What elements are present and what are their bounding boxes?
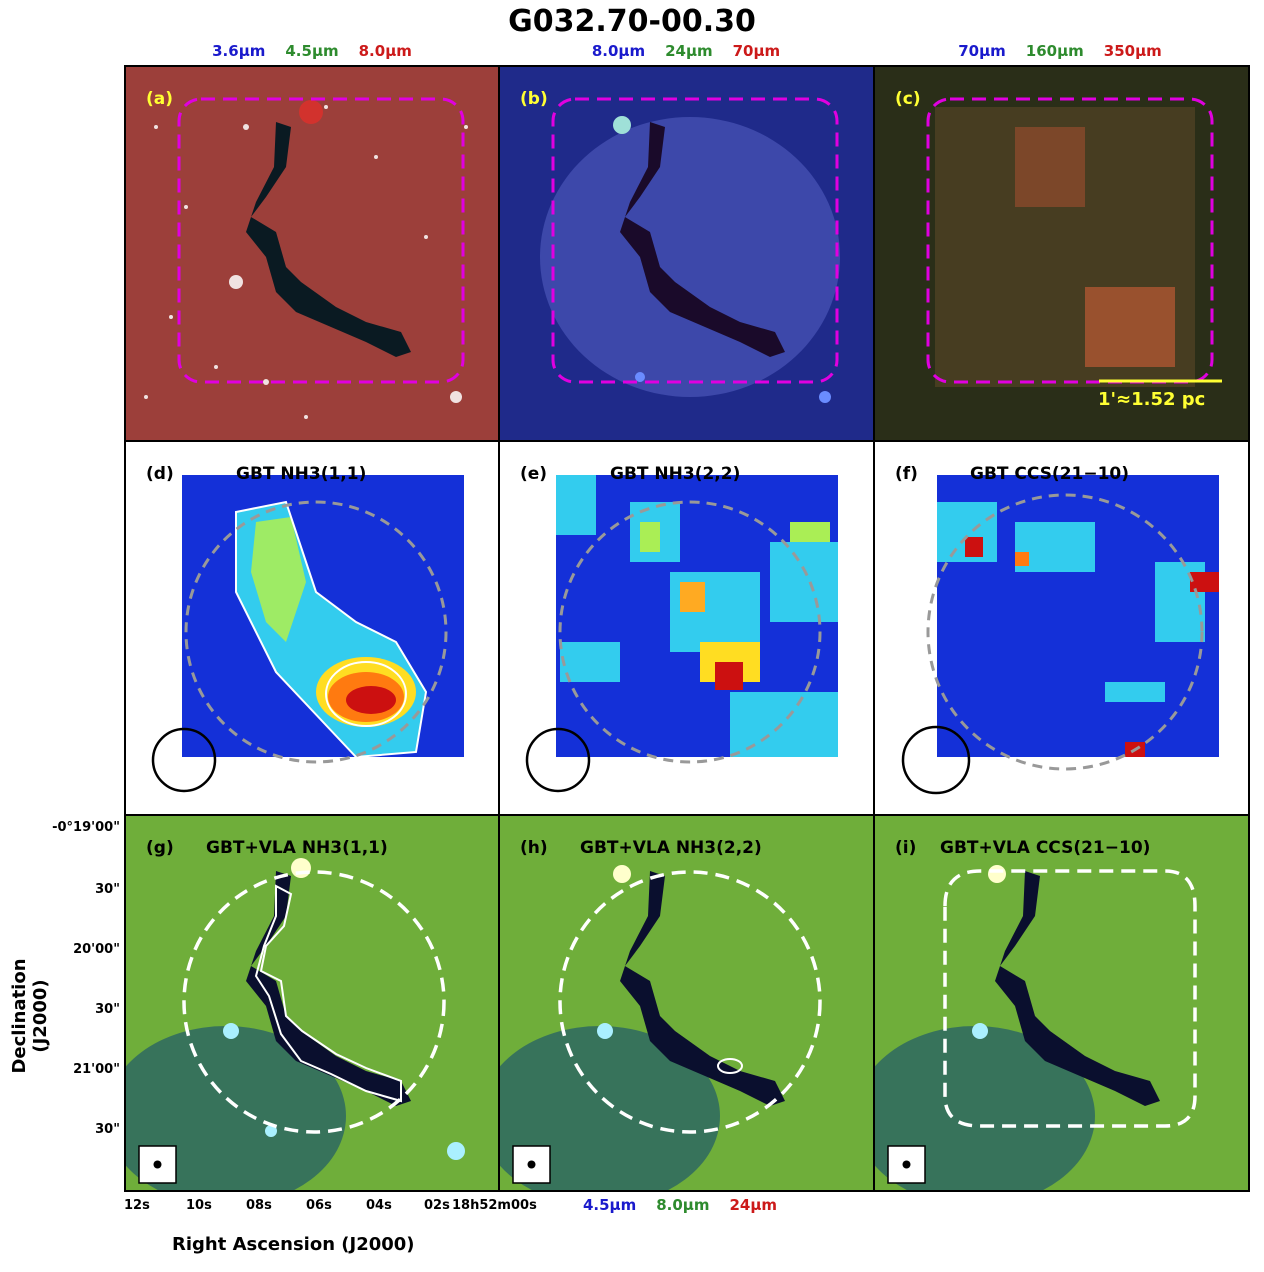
panel-label: (d) — [146, 464, 174, 484]
band-labels-c: 70μm 160μm 350μm — [873, 42, 1247, 62]
band-label: 3.6μm — [212, 42, 266, 60]
panel-label: (i) — [895, 838, 917, 858]
ra-tick: 04s — [366, 1198, 392, 1213]
panel-g-image — [126, 816, 498, 1190]
panel-h: (h) GBT+VLA NH3(2,2) — [498, 814, 875, 1192]
band-label: 160μm — [1025, 42, 1084, 60]
dec-tick: 20'00" — [73, 942, 120, 957]
panel-label: (a) — [146, 89, 174, 109]
panel-e-map — [525, 475, 838, 793]
ra-tick: 06s — [306, 1198, 332, 1213]
band-label: 24μm — [729, 1196, 778, 1214]
band-label: 8.0μm — [358, 42, 412, 60]
panel-b: (b) — [498, 65, 875, 442]
dec-tick: -0°19'00" — [52, 820, 120, 835]
ra-tick: 02s — [424, 1198, 450, 1213]
molecule-label: GBT NH3(1,1) — [236, 464, 367, 484]
ra-tick: 18h52m00s — [452, 1198, 537, 1213]
band-label: 4.5μm — [582, 1196, 637, 1214]
panel-label: (e) — [520, 464, 548, 484]
dec-tick: 30" — [95, 1122, 120, 1137]
band-label: 70μm — [958, 42, 1006, 60]
band-label: 350μm — [1103, 42, 1162, 60]
panel-i-image — [875, 816, 1248, 1190]
band-label: 8.0μm — [591, 42, 646, 60]
x-axis-label: Right Ascension (J2000) — [172, 1234, 415, 1255]
panel-d-map — [151, 475, 464, 793]
panel-label: (b) — [520, 89, 548, 109]
band-labels-a: 3.6μm 4.5μm 8.0μm — [125, 42, 499, 62]
ra-tick: 08s — [246, 1198, 272, 1213]
panel-label: (f) — [895, 464, 918, 484]
panel-i: (i) GBT+VLA CCS(21−10) — [873, 814, 1250, 1192]
dec-tick: 30" — [95, 1002, 120, 1017]
panel-g: (g) GBT+VLA NH3(1,1) — [124, 814, 500, 1192]
panel-b-image — [500, 67, 873, 440]
panel-label: (g) — [146, 838, 174, 858]
panel-a-image — [126, 67, 498, 440]
panel-c: (c) 1'≈1.52 pc — [873, 65, 1250, 442]
molecule-label: GBT CCS(21−10) — [970, 464, 1130, 484]
band-labels-bottom: 4.5μm 8.0μm 24μm — [560, 1196, 800, 1216]
panel-e: (e) GBT NH3(2,2) — [498, 440, 875, 816]
molecule-label: GBT NH3(2,2) — [610, 464, 741, 484]
scale-bar-label: 1'≈1.52 pc — [1098, 389, 1206, 410]
panel-a: (a) — [124, 65, 500, 442]
panel-label: (c) — [895, 89, 921, 109]
panel-c-image — [875, 67, 1248, 440]
molecule-label: GBT+VLA CCS(21−10) — [940, 838, 1151, 858]
y-axis-label: Declination (J2000) — [9, 958, 51, 1074]
ra-tick: 12s — [124, 1198, 150, 1213]
band-label: 24μm — [665, 42, 713, 60]
figure-title: G032.70-00.30 — [508, 4, 756, 39]
band-label: 8.0μm — [656, 1196, 710, 1214]
molecule-label: GBT+VLA NH3(2,2) — [580, 838, 762, 858]
band-label: 70μm — [732, 42, 781, 60]
band-labels-b: 8.0μm 24μm 70μm — [499, 42, 873, 62]
molecule-label: GBT+VLA NH3(1,1) — [206, 838, 388, 858]
dec-tick: 21'00" — [73, 1062, 120, 1077]
dec-tick: 30" — [95, 882, 120, 897]
panel-f: (f) GBT CCS(21−10) — [873, 440, 1250, 816]
ra-tick: 10s — [186, 1198, 212, 1213]
band-label: 4.5μm — [285, 42, 339, 60]
panel-f-map — [901, 475, 1219, 795]
panel-label: (h) — [520, 838, 548, 858]
panel-d: (d) GBT NH3(1,1) — [124, 440, 500, 816]
panel-h-image — [500, 816, 873, 1190]
